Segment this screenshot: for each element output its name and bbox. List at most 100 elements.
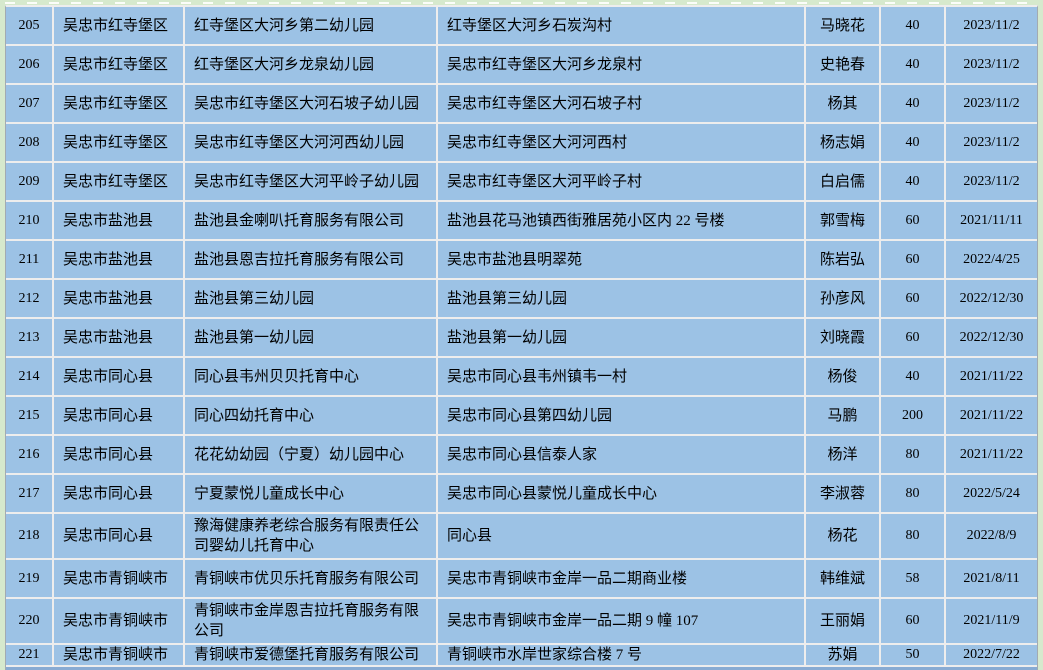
cell-contact-person[interactable]: 杨洋: [806, 436, 881, 475]
cell-row-number[interactable]: 205: [6, 7, 54, 46]
cell-facility-name[interactable]: 同心四幼托育中心: [185, 397, 438, 436]
cell-date[interactable]: 2023/11/2: [946, 85, 1037, 124]
cell-facility-name[interactable]: 吴忠市红寺堡区大河平岭子幼儿园: [185, 163, 438, 202]
cell-district[interactable]: 吴忠市红寺堡区: [54, 124, 185, 163]
cell-address[interactable]: 吴忠市同心县蒙悦儿童成长中心: [438, 475, 806, 514]
cell-address[interactable]: 吴忠市同心县信泰人家: [438, 436, 806, 475]
cell-district[interactable]: 吴忠市盐池县: [54, 319, 185, 358]
cell-facility-name[interactable]: 宁夏蒙悦儿童成长中心: [185, 475, 438, 514]
cell-address[interactable]: 盐池县花马池镇西街雅居苑小区内 22 号楼: [438, 202, 806, 241]
cell-facility-name[interactable]: 吴忠市红寺堡区大河河西幼儿园: [185, 124, 438, 163]
cell-district[interactable]: 吴忠市同心县: [54, 436, 185, 475]
cell-capacity[interactable]: 40: [881, 124, 946, 163]
cell-row-number[interactable]: 221: [6, 645, 54, 667]
cell-capacity[interactable]: 60: [881, 202, 946, 241]
cell-contact-person[interactable]: 白启儒: [806, 163, 881, 202]
cell-facility-name[interactable]: 吴忠市红寺堡区大河石坡子幼儿园: [185, 85, 438, 124]
cell-capacity[interactable]: 58: [881, 560, 946, 599]
cell-address[interactable]: 吴忠市同心县韦州镇韦一村: [438, 358, 806, 397]
cell-district[interactable]: 吴忠市盐池县: [54, 241, 185, 280]
cell-contact-person[interactable]: 孙彦风: [806, 280, 881, 319]
cell-facility-name[interactable]: 盐池县第三幼儿园: [185, 280, 438, 319]
cell-date[interactable]: 2021/11/9: [946, 599, 1037, 645]
cell-contact-person[interactable]: 苏娟: [806, 645, 881, 667]
cell-date[interactable]: 2022/4/25: [946, 241, 1037, 280]
cell-capacity[interactable]: 80: [881, 514, 946, 560]
cell-row-number[interactable]: 210: [6, 202, 54, 241]
cell-facility-name[interactable]: 盐池县恩吉拉托育服务有限公司: [185, 241, 438, 280]
cell-address[interactable]: 红寺堡区大河乡石炭沟村: [438, 7, 806, 46]
cell-row-number[interactable]: 211: [6, 241, 54, 280]
cell-facility-name[interactable]: 盐池县第一幼儿园: [185, 319, 438, 358]
cell-address[interactable]: 盐池县第三幼儿园: [438, 280, 806, 319]
cell-facility-name[interactable]: 青铜峡市优贝乐托育服务有限公司: [185, 560, 438, 599]
cell-contact-person[interactable]: 陈岩弘: [806, 241, 881, 280]
cell-row-number[interactable]: 217: [6, 475, 54, 514]
cell-facility-name[interactable]: 红寺堡区大河乡龙泉幼儿园: [185, 46, 438, 85]
cell-capacity[interactable]: 40: [881, 85, 946, 124]
cell-address[interactable]: 吴忠市红寺堡区大河平岭子村: [438, 163, 806, 202]
cell-date[interactable]: 2023/11/2: [946, 124, 1037, 163]
cell-capacity[interactable]: 40: [881, 46, 946, 85]
cell-contact-person[interactable]: 李淑蓉: [806, 475, 881, 514]
cell-capacity[interactable]: 40: [881, 358, 946, 397]
cell-row-number[interactable]: 219: [6, 560, 54, 599]
cell-district[interactable]: 吴忠市青铜峡市: [54, 599, 185, 645]
cell-address[interactable]: 盐池县第一幼儿园: [438, 319, 806, 358]
cell-row-number[interactable]: 215: [6, 397, 54, 436]
cell-contact-person[interactable]: 韩维斌: [806, 560, 881, 599]
cell-date[interactable]: 2021/8/11: [946, 560, 1037, 599]
cell-capacity[interactable]: 60: [881, 241, 946, 280]
cell-capacity[interactable]: 50: [881, 645, 946, 667]
cell-facility-name[interactable]: 青铜峡市爱德堡托育服务有限公司: [185, 645, 438, 667]
cell-district[interactable]: 吴忠市红寺堡区: [54, 46, 185, 85]
cell-row-number[interactable]: 207: [6, 85, 54, 124]
cell-date[interactable]: 2021/11/22: [946, 358, 1037, 397]
cell-district[interactable]: 吴忠市同心县: [54, 397, 185, 436]
cell-address[interactable]: 同心县: [438, 514, 806, 560]
cell-contact-person[interactable]: 刘晓霞: [806, 319, 881, 358]
cell-row-number[interactable]: 213: [6, 319, 54, 358]
cell-row-number[interactable]: 208: [6, 124, 54, 163]
cell-district[interactable]: 吴忠市同心县: [54, 475, 185, 514]
cell-contact-person[interactable]: 马晓花: [806, 7, 881, 46]
cell-district[interactable]: 吴忠市红寺堡区: [54, 163, 185, 202]
cell-date[interactable]: 2022/5/24: [946, 475, 1037, 514]
cell-district[interactable]: 吴忠市红寺堡区: [54, 7, 185, 46]
cell-district[interactable]: 吴忠市盐池县: [54, 280, 185, 319]
cell-row-number[interactable]: 216: [6, 436, 54, 475]
cell-district[interactable]: 吴忠市青铜峡市: [54, 560, 185, 599]
cell-contact-person[interactable]: 杨花: [806, 514, 881, 560]
cell-capacity[interactable]: 200: [881, 397, 946, 436]
cell-date[interactable]: 2022/12/30: [946, 319, 1037, 358]
cell-address[interactable]: 吴忠市同心县第四幼儿园: [438, 397, 806, 436]
cell-row-number[interactable]: 212: [6, 280, 54, 319]
cell-capacity[interactable]: 60: [881, 599, 946, 645]
cell-district[interactable]: 吴忠市同心县: [54, 358, 185, 397]
cell-date[interactable]: 2023/11/2: [946, 7, 1037, 46]
cell-address[interactable]: 吴忠市红寺堡区大河乡龙泉村: [438, 46, 806, 85]
cell-facility-name[interactable]: 红寺堡区大河乡第二幼儿园: [185, 7, 438, 46]
cell-facility-name[interactable]: 青铜峡市金岸恩吉拉托育服务有限公司: [185, 599, 438, 645]
cell-address[interactable]: 吴忠市红寺堡区大河石坡子村: [438, 85, 806, 124]
cell-contact-person[interactable]: 史艳春: [806, 46, 881, 85]
cell-address[interactable]: 吴忠市红寺堡区大河河西村: [438, 124, 806, 163]
cell-date[interactable]: 2021/11/22: [946, 397, 1037, 436]
cell-contact-person[interactable]: 杨俊: [806, 358, 881, 397]
cell-date[interactable]: 2022/8/9: [946, 514, 1037, 560]
cell-date[interactable]: 2022/7/22: [946, 645, 1037, 667]
cell-date[interactable]: 2023/11/2: [946, 46, 1037, 85]
cell-contact-person[interactable]: 杨志娟: [806, 124, 881, 163]
cell-row-number[interactable]: 209: [6, 163, 54, 202]
cell-facility-name[interactable]: 同心县韦州贝贝托育中心: [185, 358, 438, 397]
cell-row-number[interactable]: 220: [6, 599, 54, 645]
cell-date[interactable]: 2023/11/2: [946, 163, 1037, 202]
cell-district[interactable]: 吴忠市青铜峡市: [54, 645, 185, 667]
cell-row-number[interactable]: 218: [6, 514, 54, 560]
cell-address[interactable]: 吴忠市盐池县明翠苑: [438, 241, 806, 280]
cell-contact-person[interactable]: 马鹏: [806, 397, 881, 436]
cell-facility-name[interactable]: 盐池县金喇叭托育服务有限公司: [185, 202, 438, 241]
cell-row-number[interactable]: 206: [6, 46, 54, 85]
cell-capacity[interactable]: 40: [881, 163, 946, 202]
cell-facility-name[interactable]: 花花幼幼园（宁夏）幼儿园中心: [185, 436, 438, 475]
